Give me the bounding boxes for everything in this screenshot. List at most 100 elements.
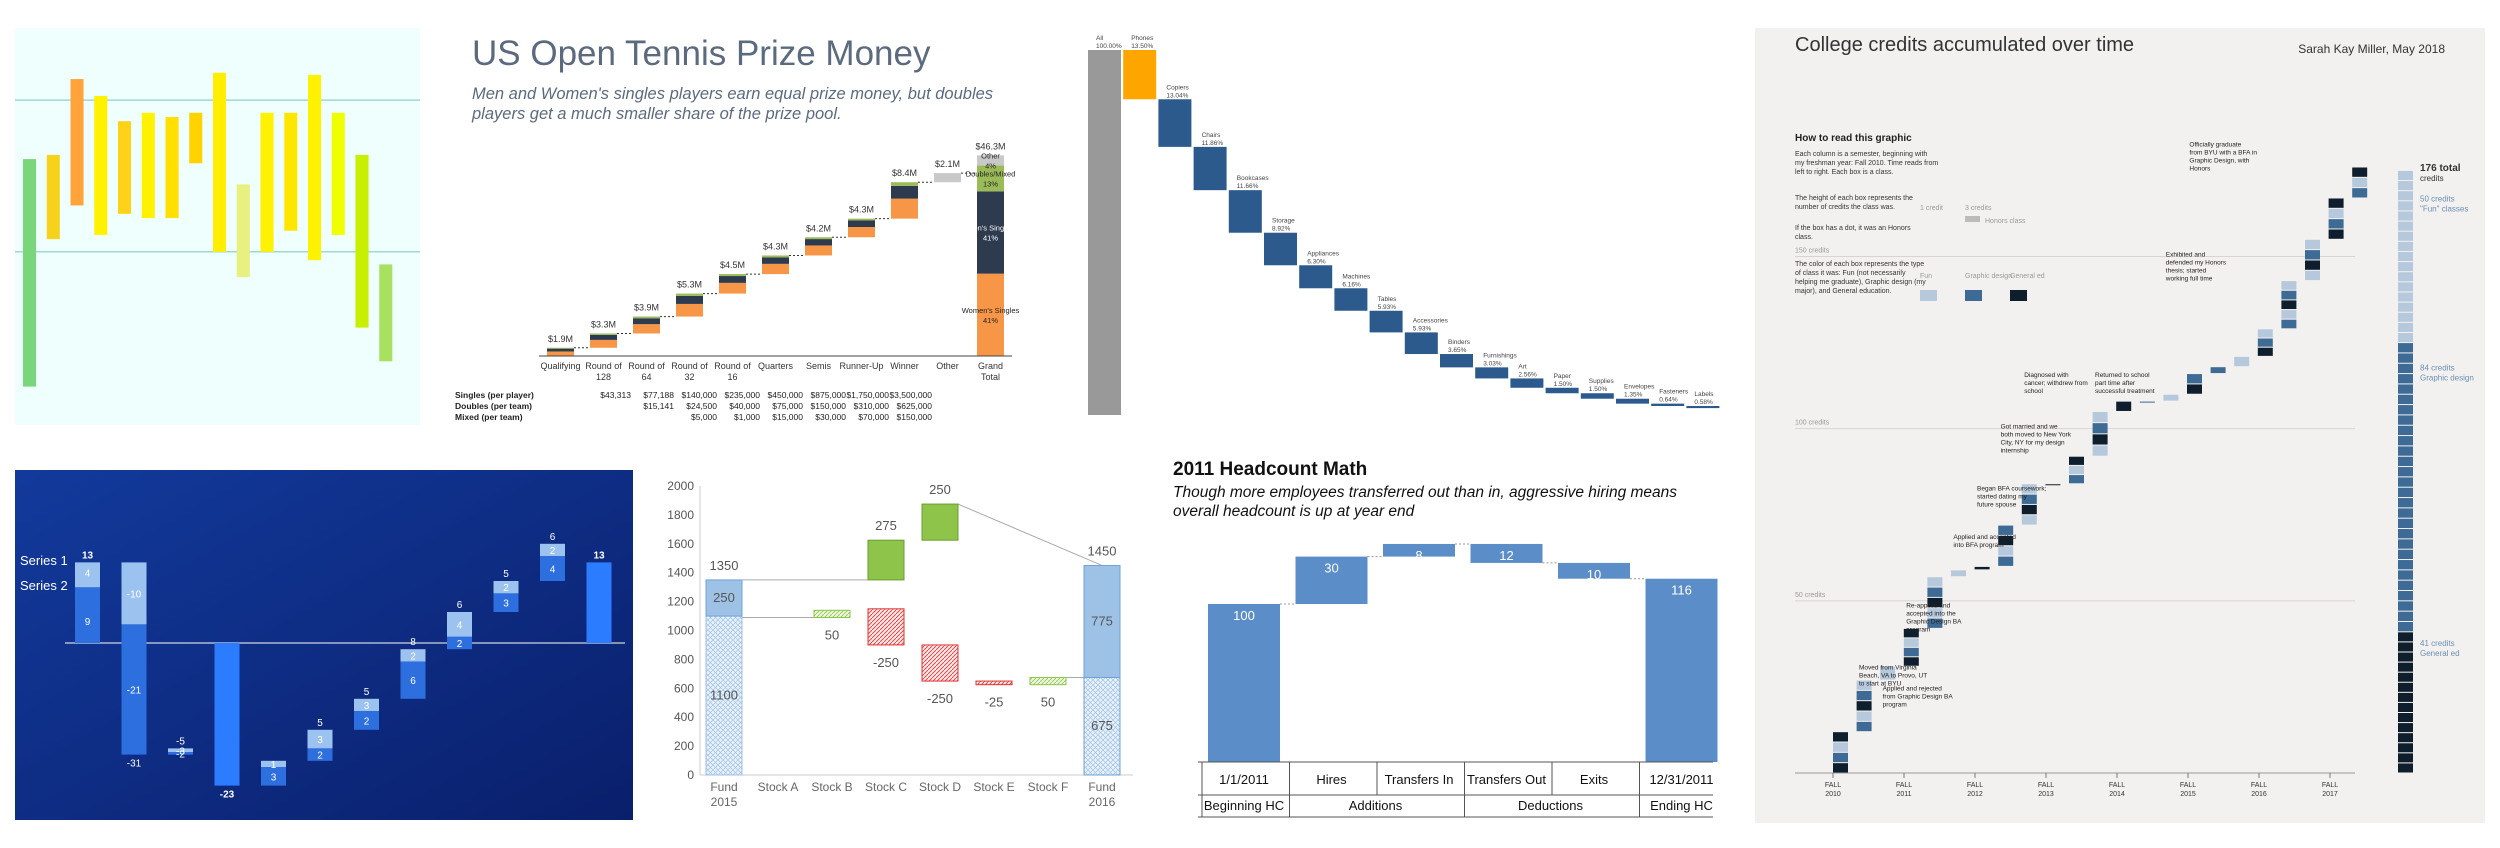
p2-cumulative-label: $5.3M [677,280,702,290]
p4-class-box [1856,701,1872,711]
p6-category-label-2: 2015 [711,795,738,809]
p6-fund2015-top [705,579,743,617]
p5-series1-label: 3 [364,701,370,712]
p4-class-box [1903,647,1919,657]
p6-category-label: Stock F [1028,780,1069,794]
p6-y-tick: 0 [687,768,694,782]
p4-total-box [2398,467,2413,477]
p4-legend-swatch [2010,290,2027,301]
p2-category-label: Round of [628,361,665,371]
chart-fund-stock-waterfall: 0 200 400 600 800 1000 1200 1400 1600 1800 2000 Fun… [648,470,1140,825]
p2-bar-segment [762,255,789,258]
p4-class-box [2021,515,2037,525]
p3-value-label: 1.35% [1624,392,1643,399]
p3-bar [1369,310,1403,333]
p4-class-box [1833,763,1848,773]
p5-total-label: -5 [176,736,185,747]
p3-value-label: 11.86% [1202,140,1224,147]
p4-total-box [2398,262,2413,272]
p3-bar [1088,50,1121,415]
p4-x-label: FALL [2109,782,2125,789]
p4-class-box [2328,208,2344,219]
p2-table-cell: $1,000 [734,412,760,422]
p2-bar-segment [633,316,660,319]
p6-category-label: Fund [710,780,737,794]
p2-table-cell: $15,141 [643,401,674,411]
p2-title: US Open Tennis Prize Money [472,34,931,73]
p2-table-cell: $150,000 [897,412,933,422]
p4-total-box [2398,672,2413,682]
p4-legend-swatch [1965,290,1982,301]
p7-bar [1470,543,1543,563]
p2-category-label: Round of [714,361,751,371]
p4-howto-line: my freshman year: Fall 2010. Time reads … [1795,160,1938,167]
p2-table-cell: $140,000 [682,390,718,400]
p3-bar [1616,398,1649,404]
p4-class-box [1927,618,1943,628]
p4-howto-line: Each column is a semester, beginning wit… [1795,151,1927,158]
p2-table-cell: $77,188 [643,390,674,400]
p4-annotation-line: Applied and accepted [1953,534,2016,541]
p4-annotation-line: cancer; withdrew from [2024,380,2088,387]
p4-class-box [2092,423,2108,434]
p4-class-box [1833,732,1848,742]
p2-table-cell: $43,313 [600,390,631,400]
p7-category-label: 1/1/2011 [1219,772,1269,787]
p4-class-box [1856,711,1872,721]
p4-class-box [1998,535,2014,546]
p1-bar [331,112,345,235]
p1-bar [236,184,250,278]
p4-total-box [2398,231,2413,241]
p4-annotation-line: Diagnosed with [2024,372,2069,379]
p4-class-box [2257,347,2273,356]
p4-annotation-line: Got married and we [2001,424,2058,431]
p4-annotation-line: thesis; started [2166,268,2207,275]
p4-total-box [2398,498,2413,508]
p2-bar-segment [805,245,832,256]
p4-legend-size: 1 credit [1920,205,1943,212]
p3-value-label: 1.50% [1554,381,1573,388]
p4-gridline-label: 50 credits [1795,592,1826,599]
p6-value-label: -250 [927,691,953,706]
p1-bar [355,154,369,328]
p3-bar [1475,367,1509,379]
p2-category-label-2: 16 [727,372,737,382]
p4-class-box [1974,566,1990,570]
p7-category-label: Hires [1316,772,1347,787]
p2-table-cell: $30,000 [815,412,846,422]
p3-category-label: Appliances [1307,250,1340,257]
p2-total-segment [977,273,1004,356]
p4-total-box [2398,632,2413,642]
p4-total-box [2398,662,2413,672]
p4-total-box [2398,446,2413,456]
p4-total-box [2398,733,2413,743]
p4-class-box [1927,577,1943,587]
p5-series2-bar [400,661,426,699]
p6-connector [957,503,1103,566]
p4-howto-line: major), and General education. [1795,288,1892,295]
p3-value-label: 0.64% [1659,397,1678,404]
p4-class-box [2092,434,2108,445]
p3-category-label: Chairs [1202,132,1222,139]
p5-total-label: 13 [593,550,605,561]
p4-class-box [2163,394,2179,401]
p4-class-box [2234,356,2250,367]
p6-value-label: 775 [1091,613,1113,628]
p4-total-box [2398,477,2413,487]
p4-total-box [2398,191,2413,201]
p4-total-box [2398,282,2413,292]
p5-series2-label: 4 [550,565,556,576]
p4-total-box [2398,753,2413,763]
p2-table-cell: $15,000 [772,412,803,422]
p2-cumulative-label: $4.3M [763,241,788,251]
p6-value-label: 50 [825,627,839,642]
p1-bar [308,74,322,261]
p4-class-box [2281,319,2297,329]
p4-class-box [1903,628,1919,638]
p6-value-label: 250 [713,590,735,605]
p5-series1-label: -3 [176,746,185,757]
p4-class-box [2328,198,2344,208]
p2-segment-pct: 41% [983,316,998,325]
p7-title: 2011 Headcount Math [1173,459,1368,480]
p4-annotation-line: Moved from Virginia [1859,665,1917,672]
